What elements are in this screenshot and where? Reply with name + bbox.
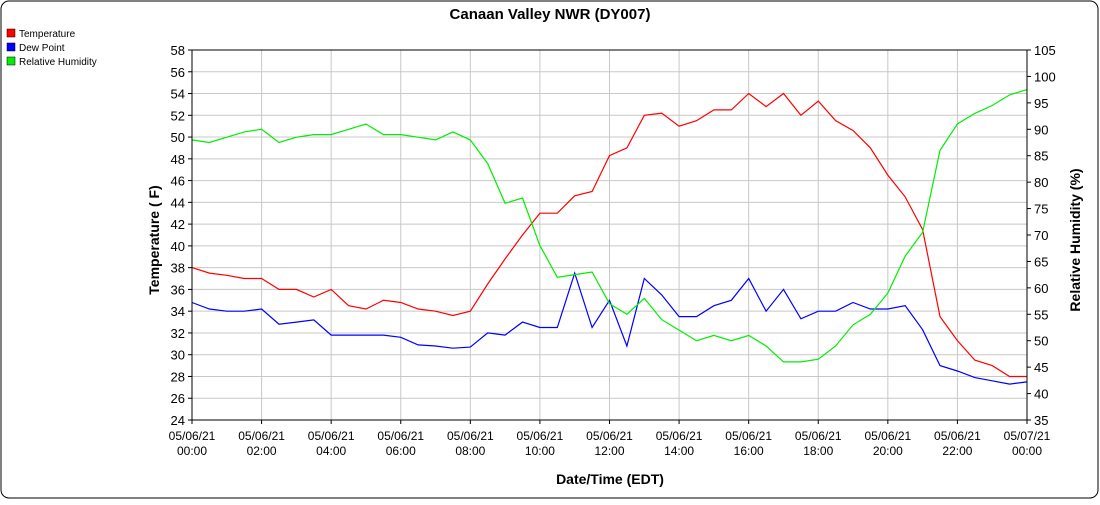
series-line-temperature <box>191 92 1027 378</box>
y-axis-right: 35 40 45 50 55 60 65 70 75 80 85 90 95 100 105 <box>1027 43 1056 428</box>
y2-tick-label: 60 <box>1034 281 1048 296</box>
series-line-dew-point <box>191 271 1028 385</box>
x-tick-date: 05/06/21 <box>517 429 564 443</box>
y-tick-label: 48 <box>171 152 185 167</box>
y-tick-label: 38 <box>171 261 185 276</box>
x-tick-time: 20:00 <box>873 444 903 458</box>
series-line-relative-humidity <box>191 89 1028 363</box>
y-tick-label: 46 <box>171 174 185 189</box>
y2-tick-label: 40 <box>1034 387 1048 402</box>
y-axis-left: 24 26 28 30 32 34 36 38 40 42 44 46 48 50 52 54 56 58 <box>171 43 192 428</box>
y-tick-label: 40 <box>171 239 185 254</box>
legend-swatch <box>6 56 16 66</box>
x-tick-time: 12:00 <box>594 444 624 458</box>
y-tick-label: 30 <box>171 348 185 363</box>
y-tick-label: 44 <box>171 195 185 210</box>
y-tick-label: 56 <box>171 65 185 80</box>
y-tick-label: 52 <box>171 108 185 123</box>
y2-tick-label: 55 <box>1034 307 1048 322</box>
x-tick-time: 02:00 <box>247 444 277 458</box>
series-lines <box>191 89 1028 385</box>
y-tick-label: 58 <box>171 43 185 58</box>
x-tick-date: 05/06/21 <box>447 429 494 443</box>
x-tick-date: 05/07/21 <box>1004 429 1051 443</box>
x-tick-date: 05/06/21 <box>377 429 424 443</box>
y2-tick-label: 70 <box>1034 228 1048 243</box>
y-tick-label: 32 <box>171 326 185 341</box>
y2-tick-label: 45 <box>1034 360 1048 375</box>
y2-tick-label: 50 <box>1034 334 1048 349</box>
y2-tick-label: 105 <box>1034 43 1056 58</box>
y2-tick-label: 75 <box>1034 202 1048 217</box>
y-tick-label: 42 <box>171 217 185 232</box>
y2-tick-label: 100 <box>1034 69 1056 84</box>
legend-swatch <box>6 28 16 38</box>
y2-tick-label: 90 <box>1034 122 1048 137</box>
x-axis: 05/06/2100:0005/06/2102:0005/06/2104:000… <box>169 420 1051 458</box>
x-tick-date: 05/06/21 <box>934 429 981 443</box>
chart-title: Canaan Valley NWR (DY007) <box>450 6 651 23</box>
legend-swatch <box>6 42 16 52</box>
y-tick-label: 34 <box>171 304 185 319</box>
x-tick-time: 18:00 <box>803 444 833 458</box>
y2-tick-label: 65 <box>1034 254 1048 269</box>
x-tick-time: 16:00 <box>734 444 764 458</box>
y-tick-label: 50 <box>171 130 185 145</box>
x-tick-time: 10:00 <box>525 444 555 458</box>
y-tick-label: 36 <box>171 282 185 297</box>
y-axis-title: Temperature ( F) <box>146 185 162 294</box>
x-tick-date: 05/06/21 <box>864 429 911 443</box>
x-tick-date: 05/06/21 <box>656 429 703 443</box>
y-tick-label: 54 <box>171 87 185 102</box>
legend-label: Relative Humidity <box>19 57 97 68</box>
x-tick-time: 00:00 <box>177 444 207 458</box>
y-tick-label: 24 <box>171 413 185 428</box>
x-tick-time: 06:00 <box>386 444 416 458</box>
x-tick-date: 05/06/21 <box>725 429 772 443</box>
x-tick-date: 05/06/21 <box>169 429 216 443</box>
x-axis-title: Date/Time (EDT) <box>556 471 664 487</box>
y2-tick-label: 35 <box>1034 413 1048 428</box>
y2-tick-label: 80 <box>1034 175 1048 190</box>
x-tick-date: 05/06/21 <box>238 429 285 443</box>
legend: Temperature Dew Point Relative Humidity <box>6 28 97 68</box>
x-tick-date: 05/06/21 <box>308 429 355 443</box>
legend-label: Temperature <box>19 29 76 40</box>
x-tick-time: 22:00 <box>942 444 972 458</box>
x-tick-time: 00:00 <box>1012 444 1042 458</box>
x-tick-date: 05/06/21 <box>586 429 633 443</box>
x-tick-time: 08:00 <box>455 444 485 458</box>
y2-tick-label: 95 <box>1034 96 1048 111</box>
y-tick-label: 26 <box>171 391 185 406</box>
x-tick-time: 04:00 <box>316 444 346 458</box>
y2-axis-title: Relative Humidity (%) <box>1067 168 1083 311</box>
x-tick-time: 14:00 <box>664 444 694 458</box>
legend-label: Dew Point <box>19 43 65 54</box>
x-tick-date: 05/06/21 <box>795 429 842 443</box>
y2-tick-label: 85 <box>1034 149 1048 164</box>
y-tick-label: 28 <box>171 369 185 384</box>
